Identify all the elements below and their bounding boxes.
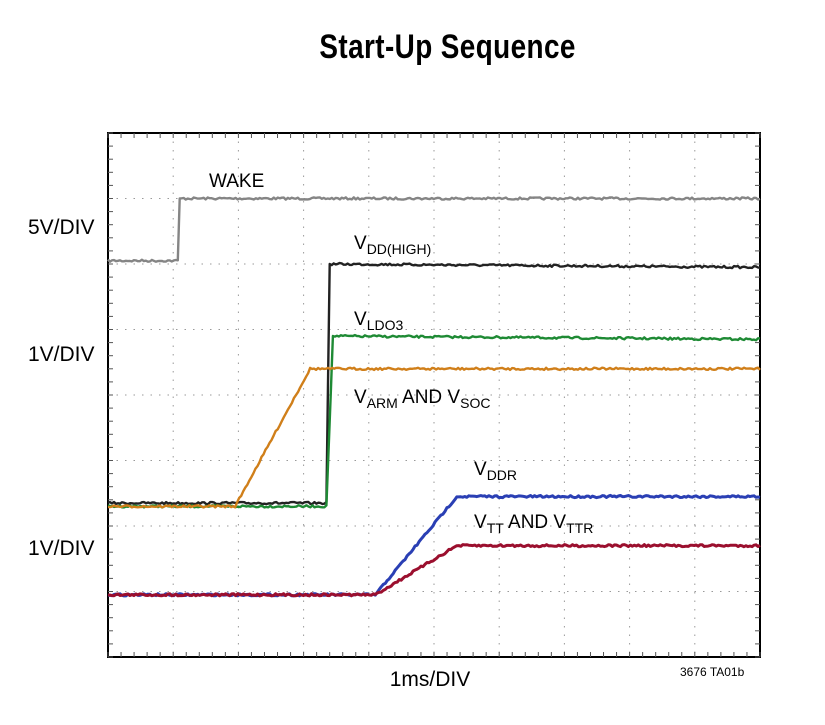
- scale-label-wake: 5V/DIV: [28, 216, 95, 239]
- trace-varm-vsoc: [108, 366, 761, 509]
- label-wake: WAKE: [209, 171, 264, 192]
- edge-ticks: [107, 132, 761, 658]
- label-vtt-vttr: VTT AND VTTR: [474, 512, 593, 536]
- label-varm-vsoc: VARM AND VSOC: [354, 387, 490, 411]
- trace-vdd-high: [107, 261, 761, 506]
- label-vldo3: VLDO3: [354, 309, 403, 333]
- x-axis-label: 1ms/DIV: [389, 668, 471, 691]
- figure-code: 3676 TA01b: [680, 665, 745, 679]
- label-vdd-high: VDD(HIGH): [354, 233, 431, 257]
- scale-label-mid: 1V/DIV: [28, 343, 95, 366]
- trace-vtt-vttr: [107, 543, 761, 598]
- chart-title: Start-Up Sequence: [319, 28, 576, 66]
- scale-label-low: 1V/DIV: [28, 537, 95, 560]
- label-vddr: VDDR: [474, 459, 517, 483]
- trace-wake: [107, 196, 761, 263]
